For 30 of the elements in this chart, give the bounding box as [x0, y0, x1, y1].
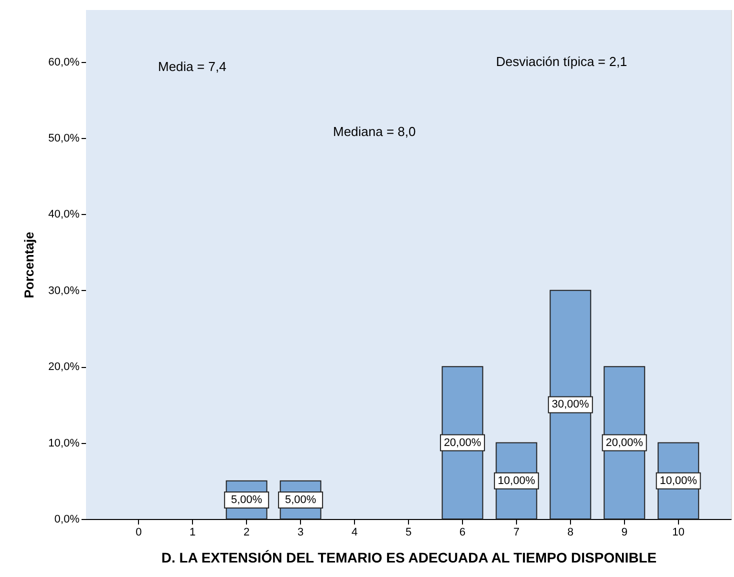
y-tick-label: 60,0% [48, 56, 80, 68]
data-label: 20,00% [444, 436, 482, 449]
x-tick-label: 6 [459, 526, 466, 538]
data-label: 5,00% [230, 494, 262, 506]
x-tick-label: 8 [567, 526, 574, 538]
x-tick-label: 10 [672, 526, 684, 538]
y-axis-title: Porcentaje [21, 232, 36, 298]
y-tick-label: 50,0% [48, 132, 80, 145]
x-tick-label: 3 [297, 526, 304, 538]
y-tick-label: 0,0% [54, 514, 80, 526]
y-tick-label: 10,0% [48, 437, 80, 450]
annotation: Media = 7,4 [158, 59, 226, 74]
data-label: 10,00% [498, 474, 536, 487]
x-tick-label: 1 [190, 526, 196, 538]
data-label: 10,00% [660, 474, 698, 487]
x-axis-title: D. LA EXTENSIÓN DEL TEMARIO ES ADECUADA AL TIEMPO DISPONIBLE [161, 550, 657, 566]
y-tick-label: 30,0% [48, 284, 80, 297]
x-tick-label: 4 [351, 526, 358, 538]
data-label: 20,00% [606, 436, 644, 449]
annotation: Mediana = 8,0 [333, 124, 416, 139]
data-label: 30,00% [552, 398, 590, 411]
y-tick-label: 20,0% [48, 361, 80, 374]
annotation: Desviación típica = 2,1 [496, 54, 628, 69]
y-tick-label: 40,0% [48, 208, 80, 221]
x-tick-label: 7 [513, 526, 520, 538]
x-tick-label: 2 [244, 526, 250, 538]
x-tick-label: 9 [621, 526, 628, 538]
x-tick-label: 5 [405, 526, 412, 538]
data-label: 5,00% [284, 494, 316, 506]
x-tick-label: 0 [136, 526, 142, 538]
